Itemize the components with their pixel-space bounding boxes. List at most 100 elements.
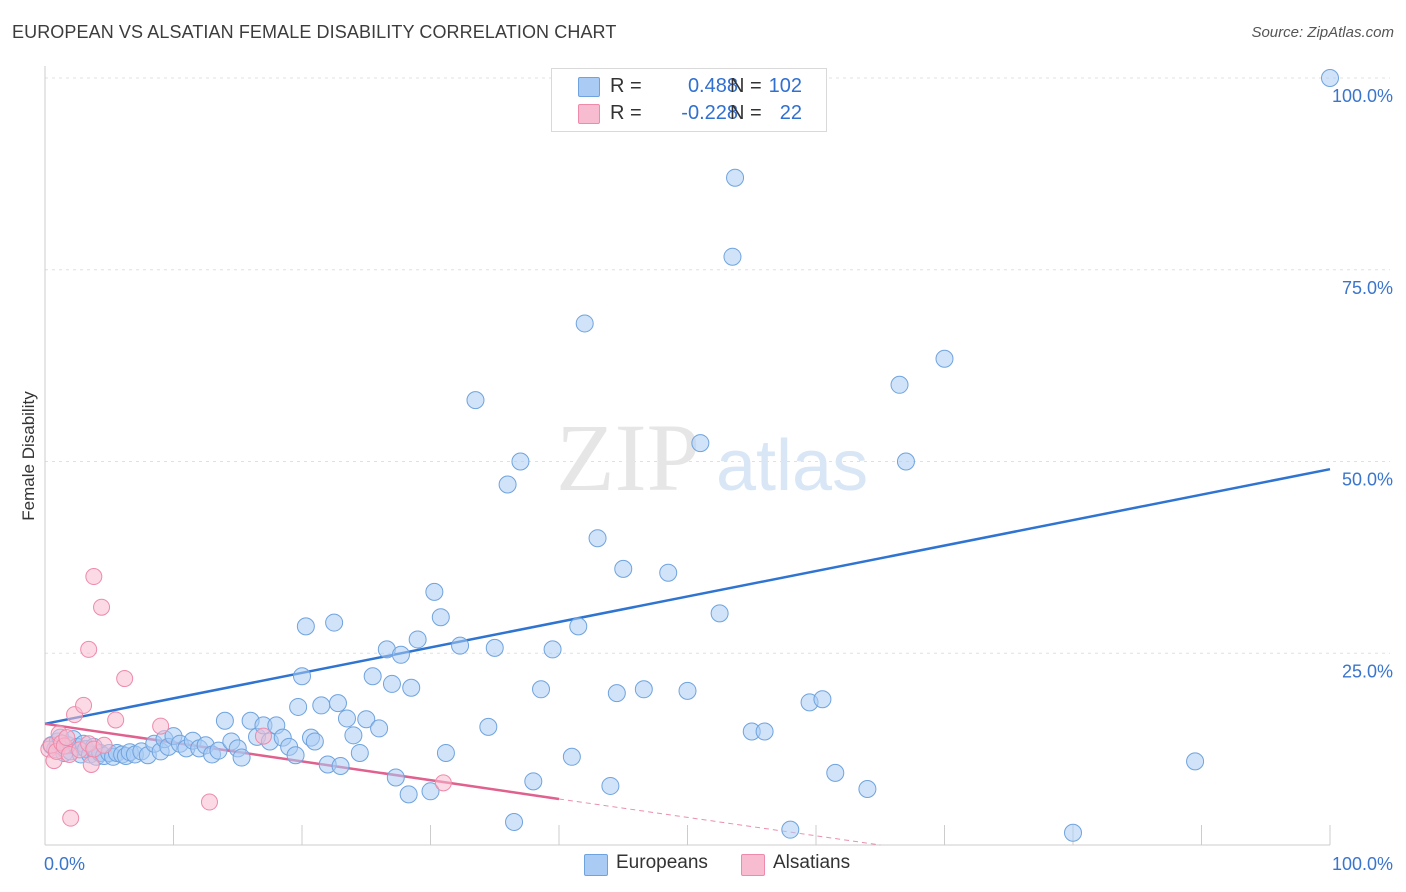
europeans-point [498, 475, 517, 494]
europeans-label: Europeans [616, 852, 708, 873]
europeans-point [382, 674, 401, 693]
europeans-point [532, 680, 551, 699]
europeans-point [524, 772, 543, 791]
alsatians-point [107, 711, 125, 729]
europeans-point [350, 743, 369, 762]
y-tick-label: 50.0% [1342, 470, 1393, 490]
europeans-point [588, 529, 607, 548]
y-tick-label: 75.0% [1342, 278, 1393, 298]
alsatians-label: Alsatians [773, 852, 851, 873]
europeans-point [691, 434, 710, 453]
europeans-point [357, 710, 376, 729]
legend-swatch-europeans [578, 77, 600, 97]
legend-n-label: N = [730, 102, 762, 124]
europeans-point [331, 756, 350, 775]
grid-lines [45, 77, 1390, 654]
stats-legend: R = 0.488 N = 102 R = -0.228 N = 22 [551, 68, 827, 132]
europeans-point [755, 722, 774, 741]
europeans-trend-line [44, 467, 1331, 726]
alsatians-point [85, 568, 103, 586]
alsatians-point [200, 793, 218, 811]
europeans-point [890, 375, 909, 394]
europeans-point [451, 636, 470, 655]
alsatians-point [82, 755, 100, 773]
europeans-point [678, 681, 697, 700]
alsatians-point [152, 717, 170, 735]
y-tick-label: 25.0% [1342, 661, 1393, 681]
europeans-point [505, 812, 524, 831]
europeans-point [607, 684, 626, 703]
europeans-point [710, 604, 729, 623]
europeans-swatch [584, 854, 608, 876]
alsatians-point [254, 727, 272, 745]
legend-n-value: 22 [779, 102, 802, 124]
legend-r-label: R = [610, 102, 642, 124]
europeans-point [601, 776, 620, 795]
europeans-point [569, 617, 588, 636]
europeans-point [408, 630, 427, 649]
europeans-point [370, 719, 389, 738]
europeans-point [485, 638, 504, 657]
europeans-point [399, 785, 418, 804]
legend-swatch-alsatians [578, 104, 600, 124]
europeans-point [826, 763, 845, 782]
europeans-point [402, 678, 421, 697]
europeans-point [215, 711, 234, 730]
alsatians-point [93, 598, 111, 616]
europeans-point [813, 690, 832, 709]
europeans-point [659, 563, 678, 582]
europeans-point [1186, 752, 1205, 771]
alsatians-swatch [741, 854, 765, 876]
alsatians-point [80, 640, 98, 658]
europeans-point [634, 680, 653, 699]
x-tick-label: 0.0% [44, 854, 85, 874]
europeans-point [363, 667, 382, 686]
europeans-point [293, 667, 311, 686]
tick-labels: 25.0% 50.0% 75.0% 100.0% 0.0% 100.0% [44, 86, 1393, 874]
legend-n-value: 102 [768, 75, 802, 97]
europeans-point [896, 452, 915, 471]
europeans-point [935, 349, 954, 368]
europeans-point [286, 746, 305, 765]
legend-n-label: N = [730, 75, 762, 97]
y-axis-label: Female Disability [19, 391, 38, 521]
europeans-point [1321, 69, 1339, 87]
data-points [40, 69, 1339, 842]
europeans-point [325, 613, 344, 632]
europeans-point [209, 741, 228, 760]
europeans-point [344, 726, 363, 745]
europeans-point [479, 717, 498, 736]
europeans-point [726, 168, 745, 187]
europeans-point [1064, 823, 1082, 842]
europeans-point [511, 452, 530, 471]
europeans-point [781, 820, 800, 839]
europeans-point [232, 748, 251, 767]
europeans-point [858, 780, 877, 799]
europeans-point [328, 694, 347, 713]
alsatians-trend-extension [558, 798, 881, 846]
trend-lines [44, 467, 1331, 846]
europeans-point [543, 640, 562, 659]
europeans-point [391, 645, 410, 664]
watermark: ZIP atlas [556, 404, 868, 511]
x-tick-label: 100.0% [1332, 854, 1393, 874]
watermark-atlas: atlas [716, 426, 868, 506]
europeans-point [296, 617, 315, 636]
legend-r-value: -0.228 [681, 102, 738, 124]
alsatians-point [58, 729, 76, 747]
legend-r-value: 0.488 [687, 75, 738, 97]
watermark-zip: ZIP [556, 404, 700, 511]
europeans-point [562, 747, 581, 766]
europeans-point [436, 743, 455, 762]
alsatians-point [95, 736, 113, 754]
alsatians-point [75, 696, 93, 714]
legend-r-label: R = [610, 75, 642, 97]
alsatians-point [434, 774, 452, 792]
alsatians-point [62, 809, 80, 827]
europeans-point [312, 696, 331, 715]
europeans-point [466, 391, 485, 410]
alsatians-point [116, 670, 134, 688]
europeans-point [425, 582, 444, 601]
y-tick-label: 100.0% [1332, 86, 1393, 106]
source-label: Source: ZipAtlas.com [1251, 24, 1394, 41]
